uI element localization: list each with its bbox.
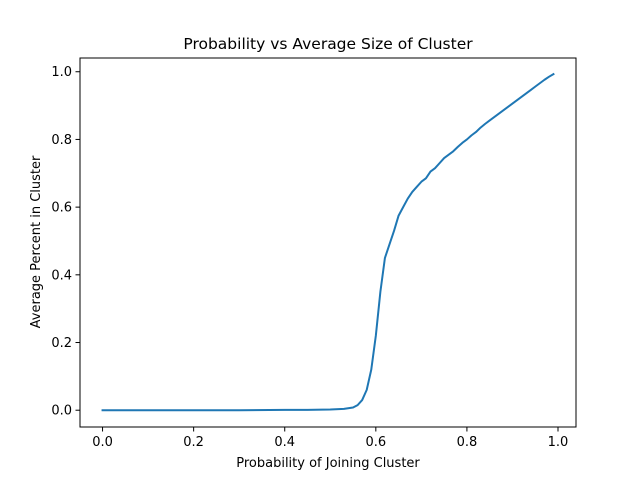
y-tick-label: 0.4 bbox=[51, 268, 72, 283]
x-tick-label: 0.8 bbox=[457, 435, 478, 450]
axes-frame bbox=[79, 57, 577, 428]
y-axis-label: Average Percent in Cluster bbox=[29, 155, 44, 328]
x-tick-label: 0.4 bbox=[274, 435, 295, 450]
y-tick-label: 0.6 bbox=[51, 201, 72, 216]
x-axis-label: Probability of Joining Cluster bbox=[236, 456, 420, 471]
chart-title: Probability vs Average Size of Cluster bbox=[183, 35, 473, 53]
y-tick-label: 0.0 bbox=[51, 404, 72, 419]
x-tick-label: 0.0 bbox=[92, 435, 113, 450]
y-tick-label: 0.8 bbox=[51, 133, 72, 148]
y-tick-label: 0.2 bbox=[51, 336, 72, 351]
x-tick-label: 0.6 bbox=[365, 435, 386, 450]
x-tick-label: 0.2 bbox=[183, 435, 204, 450]
x-tick-label: 1.0 bbox=[548, 435, 569, 450]
series-line bbox=[101, 72, 555, 412]
plot-area: 0.0 0.2 0.4 0.6 0.8 1.0 0.0 0.2 0.4 0.6 0.8 1.0 bbox=[51, 57, 577, 450]
y-tick-label: 1.0 bbox=[51, 65, 72, 80]
